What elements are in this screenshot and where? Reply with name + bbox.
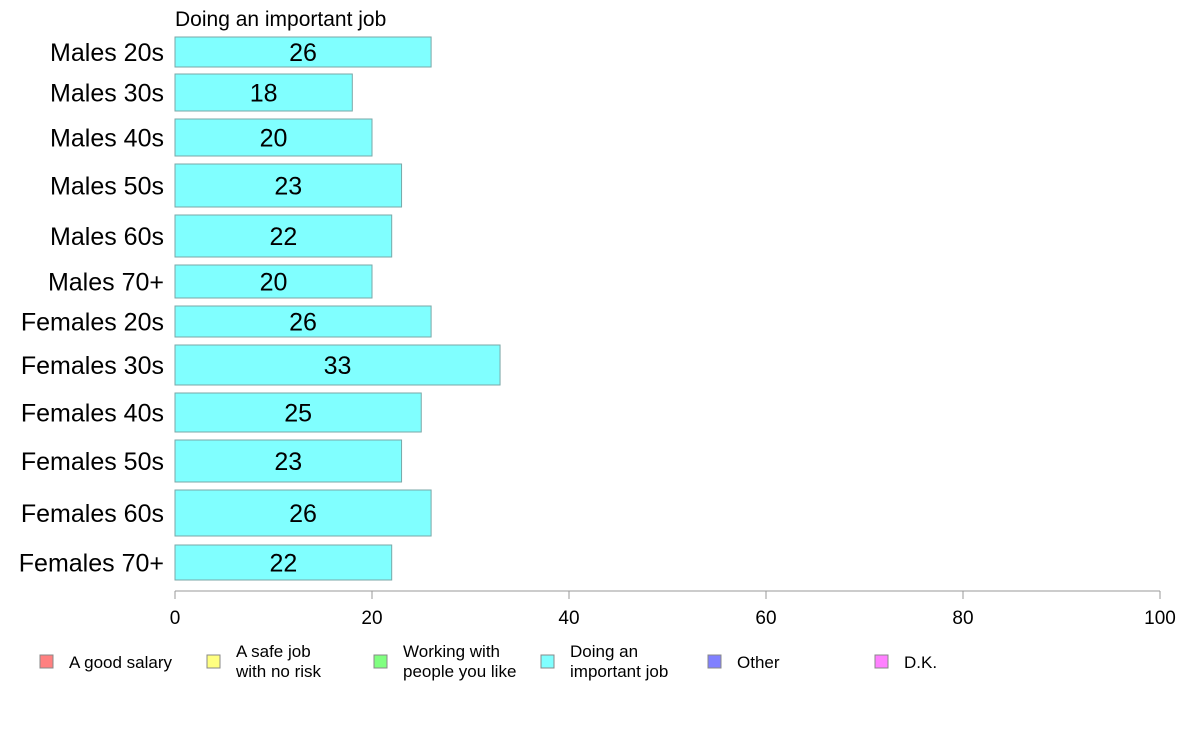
- legend-swatch: [373, 654, 388, 669]
- x-tick-label: 20: [361, 608, 382, 629]
- legend-label: A safe job: [236, 642, 311, 661]
- bar: [174, 214, 393, 258]
- category-label: Males 50s: [50, 173, 164, 201]
- legend-label: Doing an: [570, 642, 638, 661]
- bar: [174, 544, 393, 581]
- bar: [174, 36, 432, 68]
- category-label: Females 50s: [21, 448, 164, 476]
- category-label: Males 70+: [48, 269, 164, 297]
- bar: [174, 163, 403, 208]
- category-label: Males 40s: [50, 125, 164, 153]
- legend-label: D.K.: [904, 653, 937, 672]
- legend-label: Working with: [403, 642, 500, 661]
- bar-value-label: 20: [260, 125, 288, 153]
- category-label: Females 30s: [21, 352, 164, 380]
- bar: [174, 118, 373, 157]
- legend-swatch: [540, 654, 555, 669]
- x-tick-label: 100: [1144, 608, 1176, 629]
- legend-swatch: [39, 654, 54, 669]
- bar: [174, 489, 432, 537]
- x-tick-label: 60: [755, 608, 776, 629]
- bar: [174, 73, 353, 112]
- legend-label: people you like: [403, 662, 516, 681]
- legend-swatch: [206, 654, 221, 669]
- bar-value-label: 22: [269, 550, 297, 578]
- bar-value-label: 20: [260, 269, 288, 297]
- legend-label: with no risk: [235, 662, 322, 681]
- bar: [174, 305, 432, 338]
- x-tick-label: 80: [952, 608, 973, 629]
- bar: [174, 264, 373, 299]
- category-label: Males 20s: [50, 39, 164, 67]
- bar-value-label: 22: [269, 223, 297, 251]
- bar-value-label: 26: [289, 500, 317, 528]
- bar: [174, 439, 403, 483]
- category-label: Females 60s: [21, 500, 164, 528]
- bar-value-label: 26: [289, 39, 317, 67]
- chart-title: Doing an important job: [175, 8, 386, 31]
- x-axis: 0 20 40 60 80 100: [170, 590, 1176, 629]
- category-label: Females 40s: [21, 400, 164, 428]
- x-tick-label: 40: [558, 608, 579, 629]
- legend-swatch: [874, 654, 889, 669]
- bar: [174, 392, 422, 433]
- category-label: Males 30s: [50, 80, 164, 108]
- bar-value-label: 18: [250, 80, 278, 108]
- bar-value-label: 33: [324, 352, 352, 380]
- bar-value-label: 25: [284, 400, 312, 428]
- legend-label: Other: [737, 653, 780, 672]
- x-tick-label: 0: [170, 608, 181, 629]
- legend-label: important job: [570, 662, 668, 681]
- bar-value-label: 26: [289, 309, 317, 337]
- category-label: Males 60s: [50, 223, 164, 251]
- bar: [174, 344, 501, 386]
- bar-value-label: 23: [274, 448, 302, 476]
- category-label: Females 70+: [19, 550, 164, 578]
- category-label: Females 20s: [21, 309, 164, 337]
- bars-group: 26 Males 20s 18 Males 30s 20 Males 40s 23 Males…: [19, 36, 501, 581]
- legend-label: A good salary: [69, 653, 173, 672]
- legend-swatch: [707, 654, 722, 669]
- bar-value-label: 23: [274, 173, 302, 201]
